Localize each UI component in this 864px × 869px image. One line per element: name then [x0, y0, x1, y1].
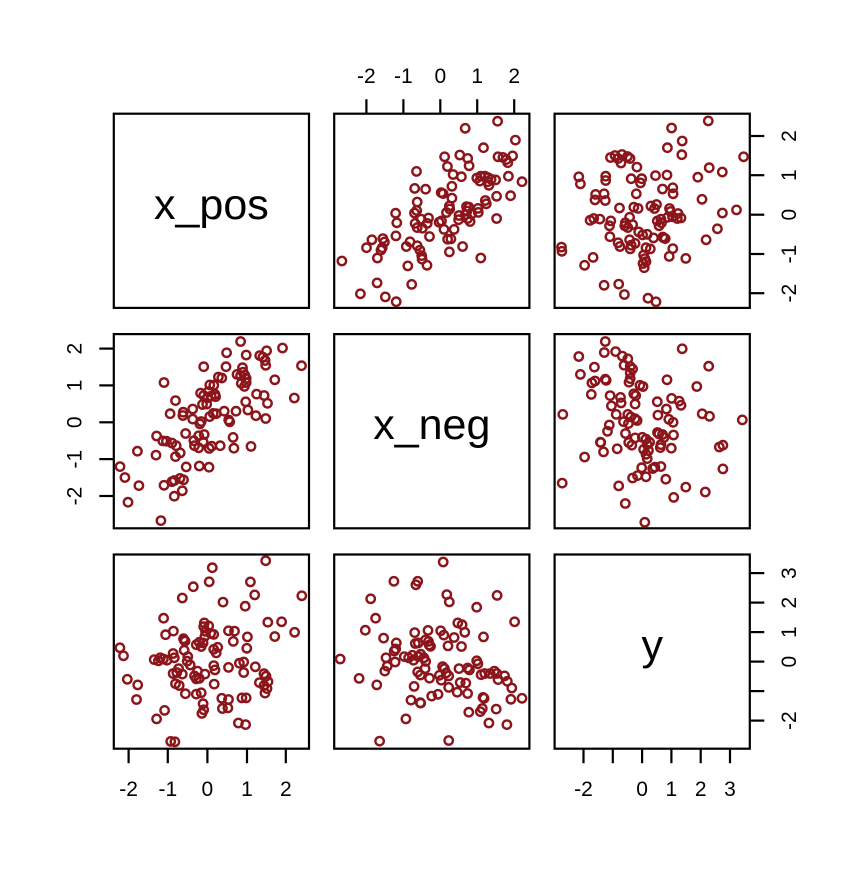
svg-text:-2: -2 [574, 778, 593, 801]
svg-text:1: 1 [778, 169, 801, 181]
svg-text:x_pos: x_pos [154, 181, 269, 229]
svg-text:2: 2 [63, 343, 86, 355]
svg-text:0: 0 [778, 656, 801, 668]
svg-text:0: 0 [63, 416, 86, 428]
svg-text:3: 3 [724, 778, 736, 801]
svg-text:2: 2 [778, 597, 801, 609]
svg-text:-2: -2 [357, 65, 376, 88]
svg-text:2: 2 [508, 65, 520, 88]
svg-text:-2: -2 [119, 778, 138, 801]
svg-text:-2: -2 [778, 284, 801, 303]
svg-text:1: 1 [63, 380, 86, 392]
svg-text:2: 2 [778, 130, 801, 142]
svg-text:y: y [641, 622, 663, 670]
svg-text:-1: -1 [778, 245, 801, 264]
svg-text:-1: -1 [394, 65, 413, 88]
svg-text:2: 2 [280, 778, 292, 801]
svg-text:3: 3 [778, 567, 801, 579]
svg-text:x_neg: x_neg [373, 401, 490, 449]
svg-text:-1: -1 [158, 778, 177, 801]
svg-text:-2: -2 [63, 487, 86, 506]
svg-text:0: 0 [434, 65, 446, 88]
svg-text:-2: -2 [778, 711, 801, 730]
svg-text:1: 1 [241, 778, 253, 801]
svg-text:1: 1 [666, 778, 678, 801]
svg-text:0: 0 [202, 778, 214, 801]
svg-text:0: 0 [778, 209, 801, 221]
svg-text:1: 1 [778, 626, 801, 638]
svg-text:-1: -1 [63, 450, 86, 469]
svg-text:2: 2 [695, 778, 707, 801]
svg-text:0: 0 [636, 778, 648, 801]
svg-text:1: 1 [471, 65, 483, 88]
